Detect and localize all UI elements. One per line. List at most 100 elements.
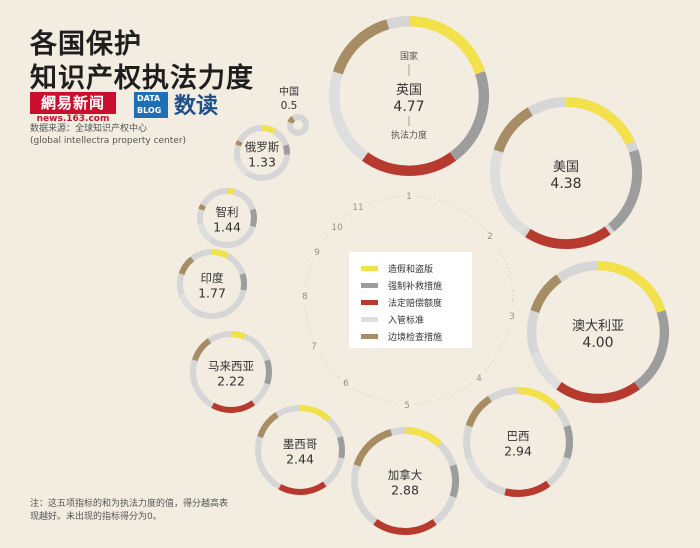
country-value: 0.5 bbox=[281, 100, 298, 112]
donut-3 bbox=[526, 260, 669, 403]
donut-segment-border_measures bbox=[287, 116, 296, 124]
donut-segment-statutory_damages bbox=[556, 381, 640, 403]
country-name: 智利 bbox=[216, 205, 239, 219]
donut-segment-counterfeit bbox=[299, 405, 331, 422]
donut-10 bbox=[234, 125, 290, 181]
order-number: 9 bbox=[314, 248, 320, 258]
country-value: 4.77 bbox=[393, 99, 424, 115]
country-name: 俄罗斯 bbox=[245, 140, 280, 154]
donut-segment-entry_standard bbox=[329, 71, 369, 161]
order-number: 1 bbox=[406, 192, 412, 202]
order-number-bg bbox=[401, 188, 417, 204]
legend-swatch bbox=[361, 317, 378, 322]
legend-swatch bbox=[361, 334, 378, 339]
datablog-logo: DATA BLOG bbox=[134, 92, 168, 118]
donut-segment-civil_remedy bbox=[608, 149, 642, 232]
donut-8 bbox=[177, 249, 247, 319]
country-value: 4.38 bbox=[550, 176, 581, 192]
donut-segment-counterfeit bbox=[226, 188, 235, 195]
order-number-bg bbox=[482, 228, 498, 244]
legend-label: 强制补救措施 bbox=[388, 282, 443, 292]
donut-segment-border_measures bbox=[235, 140, 243, 147]
footnote: 注：这五项指标的和为执法力度的值，得分越高表现越好。未出现的指标得分为0。 bbox=[30, 499, 229, 522]
order-number-bg bbox=[309, 244, 325, 260]
donut-segment-entry_standard bbox=[465, 456, 490, 487]
order-number: 5 bbox=[404, 401, 410, 411]
donut-segment-civil_remedy bbox=[264, 359, 272, 385]
donut-segment-civil_remedy bbox=[282, 144, 290, 155]
country-name: 印度 bbox=[201, 271, 224, 285]
donut-segment-border_measures bbox=[353, 429, 393, 467]
donut-segment-entry_standard bbox=[197, 222, 214, 243]
netease-logo: 網易新闻 bbox=[30, 92, 116, 114]
order-number-bg bbox=[338, 375, 354, 391]
country-name: 美国 bbox=[553, 160, 579, 175]
country-value: 2.88 bbox=[391, 483, 419, 498]
order-number-bg bbox=[350, 199, 366, 215]
donut-segment-civil_remedy bbox=[249, 208, 257, 228]
donut-segment-border_measures bbox=[192, 338, 212, 362]
donut-9 bbox=[197, 188, 257, 248]
legend-item-entry-standard: 入管标准 bbox=[361, 311, 472, 328]
legend-swatch bbox=[361, 283, 378, 288]
country-name: 加拿大 bbox=[388, 468, 423, 482]
legend-swatch bbox=[361, 266, 378, 271]
country-name: 英国 bbox=[396, 83, 422, 98]
donut-segment-statutory_damages bbox=[525, 226, 611, 249]
donut-segment-statutory_damages bbox=[373, 518, 437, 535]
uk-label-metric: 执法力度 bbox=[391, 129, 427, 141]
legend-item-border-measures: 边境检查措施 bbox=[361, 328, 472, 345]
source-line-2: (global intellectra property center) bbox=[30, 136, 187, 146]
donut-segment-statutory_damages bbox=[504, 480, 551, 497]
donut-segment-entry_standard bbox=[235, 159, 250, 176]
donut-segment-counterfeit bbox=[404, 427, 442, 447]
donut-segment-civil_remedy bbox=[563, 425, 573, 459]
guide-circle bbox=[304, 195, 514, 405]
donut-segment-counterfeit bbox=[565, 97, 635, 145]
shudu-logo: 数读 bbox=[174, 94, 219, 119]
order-number-bg bbox=[297, 288, 313, 304]
donut-segment-civil_remedy bbox=[634, 310, 669, 390]
country-value: 1.77 bbox=[198, 286, 226, 301]
donut-track bbox=[287, 114, 309, 136]
order-number: 3 bbox=[509, 312, 515, 322]
donut-segment-border_measures bbox=[257, 412, 279, 439]
donut-segment-counterfeit bbox=[230, 331, 247, 340]
donut-segment-border_measures bbox=[198, 203, 206, 211]
order-number: 7 bbox=[311, 342, 317, 352]
donut-segment-civil_remedy bbox=[449, 71, 489, 161]
legend-label: 入管标准 bbox=[388, 316, 425, 326]
donut-7 bbox=[190, 331, 272, 413]
donut-segment-counterfeit bbox=[408, 16, 486, 75]
legend-label: 法定赔偿额度 bbox=[388, 299, 443, 309]
country-name: 马来西亚 bbox=[208, 359, 254, 373]
donut-segment-civil_remedy bbox=[449, 464, 459, 498]
order-number-bg bbox=[399, 397, 415, 413]
page-title-line2: 知识产权执法力度 bbox=[30, 63, 254, 94]
legend-swatch bbox=[361, 300, 378, 305]
order-number-bg bbox=[504, 308, 520, 324]
donut-segment-border_measures bbox=[493, 107, 533, 153]
donut-segment-statutory_damages bbox=[211, 400, 256, 413]
donut-segment-counterfeit bbox=[261, 125, 276, 134]
donut-4 bbox=[463, 386, 574, 498]
donut-5 bbox=[351, 427, 460, 536]
order-number-bg bbox=[329, 219, 345, 235]
legend-item-counterfeit: 造假和盗版 bbox=[361, 260, 472, 277]
legend-item-statutory-damages: 法定赔偿额度 bbox=[361, 294, 472, 311]
legend-label: 边境检查措施 bbox=[388, 333, 443, 343]
source-line-1: 数据来源：全球知识产权中心 bbox=[30, 124, 148, 134]
country-name: 墨西哥 bbox=[283, 437, 318, 451]
order-number: 11 bbox=[352, 203, 363, 213]
order-number: 4 bbox=[476, 374, 482, 384]
legend-label: 造假和盗版 bbox=[388, 265, 434, 275]
order-number: 2 bbox=[487, 232, 493, 242]
country-value: 1.33 bbox=[248, 155, 276, 170]
donut-segment-counterfeit bbox=[597, 261, 666, 314]
order-number: 6 bbox=[343, 379, 349, 389]
data-source: 数据来源：全球知识产权中心 (global intellectra proper… bbox=[30, 123, 186, 147]
page-title-line1: 各国保护 bbox=[30, 29, 142, 60]
donut-segment-border_measures bbox=[530, 274, 562, 314]
country-value: 1.44 bbox=[213, 220, 241, 235]
